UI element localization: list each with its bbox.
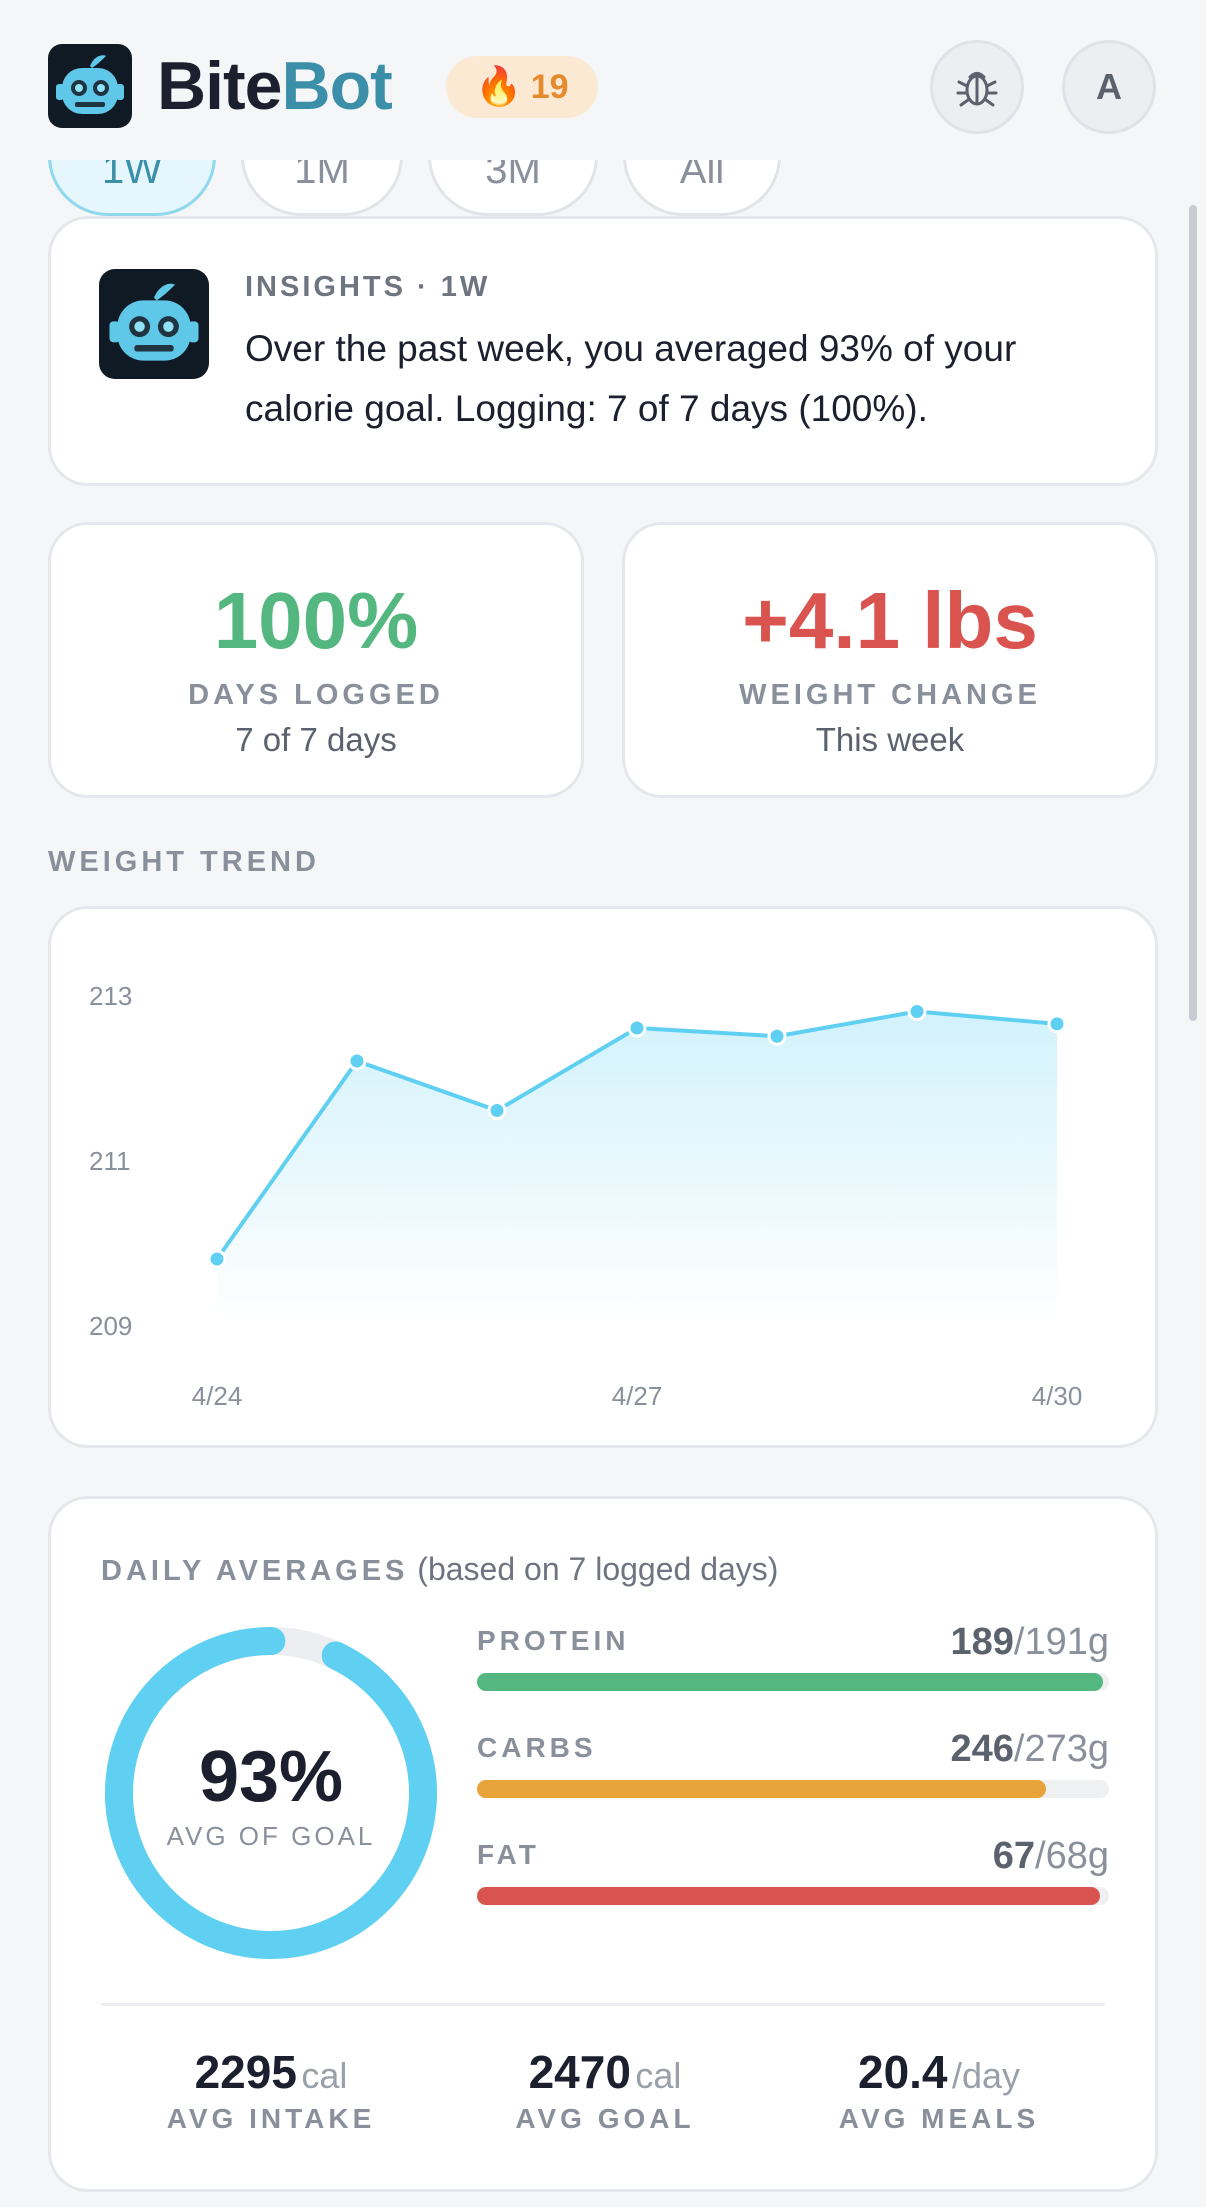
bitebot-avatar-icon [99, 269, 209, 379]
macro-fat: FAT 67/68g [477, 1835, 1109, 1939]
macro-track [477, 1673, 1109, 1691]
weight-change-card: +4.1 lbs WEIGHT CHANGE This week [622, 522, 1158, 798]
streak-badge: 🔥 19 [446, 56, 598, 118]
daily-averages-heading: DAILY AVERAGES (based on 7 logged days) [101, 1551, 778, 1588]
macro-value: 246/273g [950, 1728, 1110, 1770]
scrollbar[interactable] [1189, 205, 1197, 1021]
macro-name: PROTEIN [477, 1625, 630, 1656]
data-point[interactable] [907, 1002, 927, 1021]
flame-icon: 🔥 [475, 66, 523, 108]
days-logged-label: DAYS LOGGED [188, 679, 444, 711]
macro-carbs: CARBS 246/273g [477, 1728, 1109, 1832]
data-point[interactable] [347, 1051, 367, 1071]
days-logged-card: 100% DAYS LOGGED 7 of 7 days [48, 522, 584, 798]
macro-track [477, 1780, 1109, 1798]
weight-trend-card: 213 211 209 4/24 4/27 4/30 [48, 906, 1158, 1448]
weight-change-label: WEIGHT CHANGE [739, 679, 1041, 711]
y-tick-label: 209 [89, 1311, 132, 1341]
bug-icon [956, 72, 998, 107]
y-tick-label: 213 [89, 981, 132, 1011]
ring-label: AVG OF GOAL [166, 1821, 376, 1851]
macro-value: 67/68g [992, 1835, 1109, 1877]
avg-intake: 2295 cal AVG INTAKE [166, 2046, 376, 2134]
macro-track [477, 1887, 1109, 1905]
data-point[interactable] [207, 1249, 227, 1269]
macro-name: FAT [477, 1839, 540, 1870]
x-tick-label: 4/27 [612, 1381, 663, 1411]
streak-count: 19 [530, 67, 569, 106]
macro-fill [477, 1673, 1103, 1691]
macro-fill [477, 1780, 1046, 1798]
days-logged-sub: 7 of 7 days [235, 721, 397, 758]
app-title: BiteBot [157, 48, 393, 124]
ring-progress [105, 1627, 437, 1959]
data-point[interactable] [627, 1018, 647, 1038]
daily-averages-subtitle: (based on 7 logged days) [417, 1551, 779, 1587]
avatar-button[interactable]: A [1062, 40, 1156, 134]
data-point[interactable] [487, 1101, 507, 1120]
bug-report-button[interactable] [930, 40, 1024, 134]
weight-trend-chart: 213 211 209 4/24 4/27 4/30 [89, 981, 1083, 1411]
macro-value: 189/191g [950, 1621, 1110, 1663]
weight-area [217, 1011, 1057, 1325]
weight-change-sub: This week [815, 721, 965, 758]
daily-averages-card: DAILY AVERAGES (based on 7 logged days) … [48, 1496, 1158, 2192]
divider [101, 2003, 1105, 2006]
data-point[interactable] [767, 1026, 787, 1046]
x-tick-label: 4/30 [1032, 1381, 1083, 1411]
insights-text: Over the past week, you averaged 93% of … [245, 328, 1017, 429]
goal-ring: 93% AVG OF GOAL [101, 1623, 441, 1963]
macro-name: CARBS [477, 1732, 597, 1763]
ring-percent: 93% [198, 1737, 344, 1817]
days-logged-value: 100% [213, 576, 419, 665]
avg-meals: 20.4 /day AVG MEALS [838, 2046, 1040, 2134]
app-header: BiteBot 🔥 19 A [0, 0, 1206, 160]
y-tick-label: 211 [89, 1146, 130, 1176]
data-point[interactable] [1047, 1014, 1067, 1034]
insights-card: INSIGHTS · 1W Over the past week, you av… [48, 216, 1158, 486]
x-tick-label: 4/24 [192, 1381, 243, 1411]
weight-change-value: +4.1 lbs [742, 576, 1038, 665]
avg-goal: 2470 cal AVG GOAL [515, 2046, 695, 2134]
insights-title: INSIGHTS · 1W [245, 271, 491, 303]
weight-trend-label: WEIGHT TREND [48, 846, 320, 878]
bitebot-logo-icon [48, 44, 132, 128]
macro-protein: PROTEIN 189/191g [477, 1621, 1109, 1725]
daily-averages-title: DAILY AVERAGES [101, 1555, 409, 1587]
macro-fill [477, 1887, 1100, 1905]
